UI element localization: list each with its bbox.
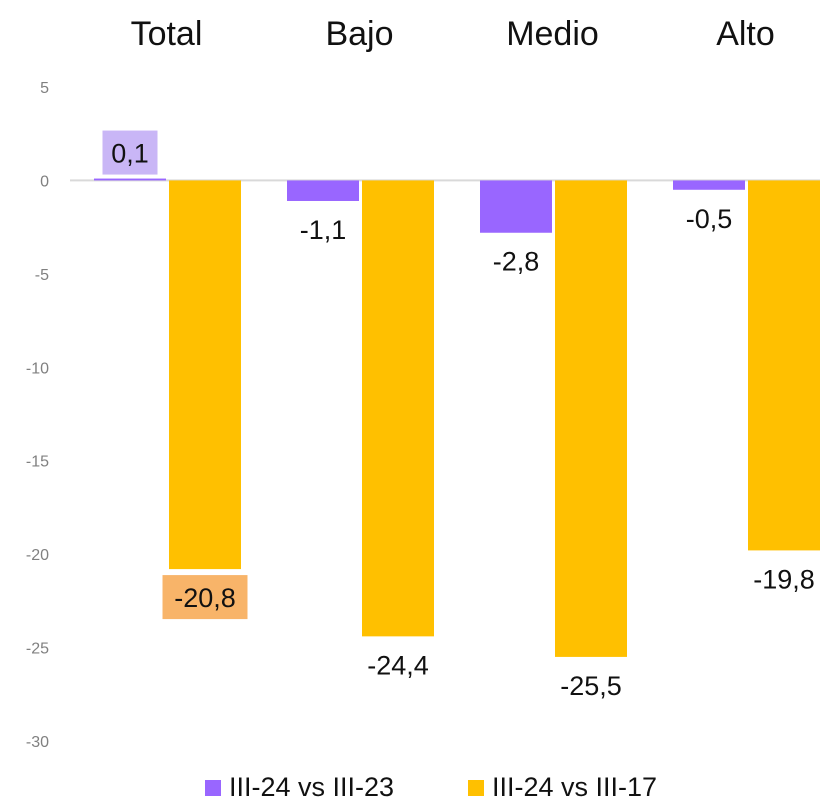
data-labels: 0,1 -20,8 -1,1 -24,4 -2,8 -25,5 -0,5 -19,8 xyxy=(102,130,815,701)
y-tick-label-10: -10 xyxy=(26,360,49,377)
category-label-bajo: Bajo xyxy=(325,15,393,53)
y-tick-label-15: -15 xyxy=(26,454,49,471)
data-label-iii-24-vs-iii-17-total: -20,8 xyxy=(174,583,236,613)
data-label-iii-24-vs-iii-23-total: 0,1 xyxy=(111,139,149,169)
legend: III-24 vs III-23 III-24 vs III-17 xyxy=(205,772,657,802)
category-labels: Total Bajo Medio Alto xyxy=(131,15,775,53)
y-tick-label-5: 5 xyxy=(40,80,49,97)
y-tick-label-25: -25 xyxy=(26,641,49,658)
legend-swatch-iii-24-vs-iii-17 xyxy=(468,780,484,796)
data-label-highlight xyxy=(162,575,248,620)
y-tick-label-30: -30 xyxy=(26,734,49,751)
bar-iii-24-vs-iii-17-medio xyxy=(555,180,627,657)
category-label-alto: Alto xyxy=(716,15,775,53)
bar-iii-24-vs-iii-23-total xyxy=(94,178,166,181)
data-label-iii-24-vs-iii-23-bajo: -1,1 xyxy=(300,215,347,245)
data-label-iii-24-vs-iii-17-alto: -19,8 xyxy=(753,564,815,594)
legend-label-iii-24-vs-iii-17: III-24 vs III-17 xyxy=(492,772,657,802)
data-label-iii-24-vs-iii-17-bajo: -24,4 xyxy=(367,650,429,680)
bar-iii-24-vs-iii-23-bajo xyxy=(287,180,359,201)
y-tick-label-0: 0 xyxy=(40,173,49,190)
data-label-highlight xyxy=(102,130,158,175)
bar-iii-24-vs-iii-17-alto xyxy=(748,180,820,551)
y-tick-label-20: -20 xyxy=(26,547,49,564)
data-label-iii-24-vs-iii-17-medio: -25,5 xyxy=(560,671,622,701)
bar-iii-24-vs-iii-23-medio xyxy=(480,180,552,233)
bars xyxy=(94,178,820,657)
y-axis-ticks: 5 0 -5 -10 -15 -20 -25 -30 xyxy=(26,80,49,751)
bar-iii-24-vs-iii-23-alto xyxy=(673,180,745,190)
y-tick-label-5: -5 xyxy=(35,267,49,284)
bar-iii-24-vs-iii-17-total xyxy=(169,180,241,570)
data-label-iii-24-vs-iii-23-alto: -0,5 xyxy=(686,204,733,234)
category-label-total: Total xyxy=(131,15,203,53)
legend-label-iii-24-vs-iii-23: III-24 vs III-23 xyxy=(229,772,394,802)
data-label-iii-24-vs-iii-23-medio: -2,8 xyxy=(493,247,540,277)
category-label-medio: Medio xyxy=(506,15,599,53)
bar-iii-24-vs-iii-17-bajo xyxy=(362,180,434,637)
legend-swatch-iii-24-vs-iii-23 xyxy=(205,780,221,796)
